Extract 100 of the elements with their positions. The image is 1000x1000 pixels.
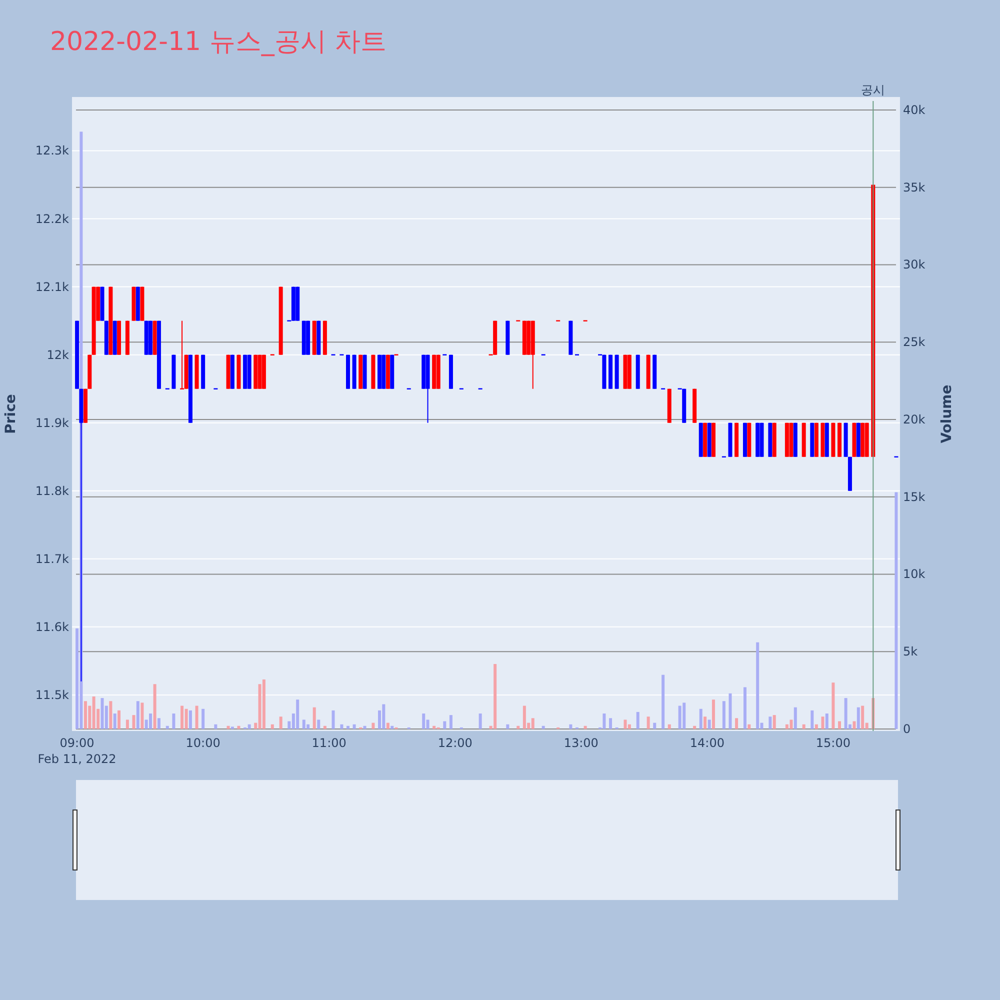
bar [317, 720, 320, 729]
bar [814, 724, 818, 729]
bar [682, 702, 686, 729]
bar [478, 714, 482, 729]
y-tick-label: 11.6k [35, 620, 70, 634]
bar [382, 704, 386, 729]
bar [516, 726, 520, 729]
bar [184, 708, 188, 729]
bar [838, 721, 842, 729]
bar [624, 720, 627, 729]
bar [390, 726, 394, 729]
bar [84, 701, 87, 729]
ref-line: 공시 [861, 83, 886, 732]
bar [346, 726, 350, 729]
title: 2022-02-11 뉴스_공시 차트 [50, 27, 387, 57]
bar [202, 708, 205, 729]
y2-tick-label: 5k [903, 644, 918, 659]
bar [821, 716, 824, 729]
y-tick-label: 12.3k [35, 144, 70, 158]
bar [772, 715, 776, 729]
y2-tick-label: 30k [903, 258, 926, 272]
y-tick-label: 11.9k [35, 416, 70, 430]
bar [802, 724, 806, 729]
bar [531, 718, 534, 729]
y-tick-label: 12k [46, 348, 70, 362]
annotation: Feb 11, 2022 [38, 752, 116, 766]
y-tick-label: 12.2k [35, 212, 70, 226]
bar [237, 726, 240, 729]
bar [794, 707, 797, 729]
bar [363, 726, 366, 729]
ref-line-label: 공시 [861, 83, 886, 97]
bar [602, 714, 606, 729]
bar [195, 706, 198, 729]
bar [149, 714, 152, 729]
bar [852, 721, 856, 729]
bar [166, 726, 169, 729]
bar [140, 702, 144, 729]
x-tick-label: 09:00 [60, 736, 94, 750]
bar [132, 715, 136, 729]
bar [312, 707, 316, 729]
y2-axis-title: Volume [939, 384, 955, 444]
bar [636, 712, 640, 729]
bar [323, 726, 326, 729]
bar [825, 714, 828, 729]
bar [712, 700, 715, 729]
bar [522, 706, 526, 729]
x-tick-label: 13:00 [564, 736, 598, 750]
bar [443, 721, 446, 729]
x-tick-label: 10:00 [186, 736, 220, 750]
bar [693, 726, 696, 729]
bar [668, 724, 671, 729]
bar [494, 664, 497, 729]
bar [180, 706, 184, 729]
bar [153, 684, 156, 729]
bar [100, 698, 104, 729]
bar [214, 724, 218, 729]
x-tick-label: 11:00 [312, 736, 346, 750]
bar [432, 726, 436, 729]
bar [109, 701, 112, 729]
bar [340, 724, 344, 729]
bar [113, 714, 116, 729]
bar [790, 720, 793, 729]
bar [653, 722, 656, 729]
bar [894, 492, 898, 729]
bar [584, 726, 587, 729]
y-tick-label: 12.1k [35, 280, 70, 294]
bar [270, 724, 274, 729]
bar [188, 710, 192, 729]
bar [832, 682, 835, 729]
bar [506, 724, 510, 729]
bar [646, 716, 650, 729]
x-tick-label: 15:00 [816, 736, 850, 750]
y2-tick-label: 0 [903, 722, 911, 736]
bar [372, 722, 375, 729]
bar [92, 696, 96, 729]
bar [136, 701, 140, 729]
bar [699, 708, 702, 729]
bar [748, 724, 751, 729]
bar [422, 714, 426, 729]
bar [756, 642, 760, 729]
y2-tick-label: 40k [903, 103, 926, 117]
x-tick-label: 12:00 [438, 736, 472, 750]
bar [262, 679, 266, 729]
bar [856, 707, 860, 729]
bar [768, 716, 772, 729]
y-axis-title: Price [3, 394, 19, 434]
bar [279, 716, 282, 729]
bar [728, 693, 732, 729]
bar [861, 706, 864, 729]
x-tick-label: 14:00 [690, 736, 724, 750]
bar [662, 674, 665, 729]
bar [735, 718, 738, 729]
bar [126, 720, 129, 729]
y-tick-label: 11.5k [35, 688, 70, 702]
y2-tick-label: 15k [903, 490, 926, 504]
bar [449, 715, 452, 729]
y-tick-label: 11.7k [35, 552, 70, 566]
bar [810, 710, 814, 729]
bar [569, 724, 572, 729]
bar [248, 724, 251, 729]
